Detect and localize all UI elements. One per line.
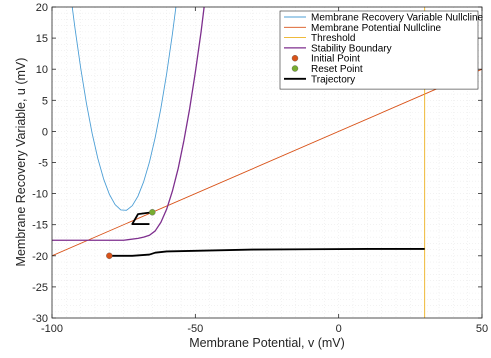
legend-label-stability-boundary: Stability Boundary	[311, 43, 392, 54]
y-axis-label: Membrane Recovery Variable, u (mV)	[14, 58, 28, 267]
y-tick-label: -10	[32, 189, 48, 201]
x-tick-label: 50	[476, 323, 488, 335]
reset-point-marker	[149, 209, 156, 216]
legend-label-membrane-potential-nullcline: Membrane Potential Nullcline	[311, 23, 442, 34]
stability-boundary-line	[52, 7, 205, 241]
legend: Membrane Recovery Variable NullclineMemb…	[279, 10, 484, 90]
legend-label-initial-point: Initial Point	[311, 54, 360, 65]
x-tick-label: -100	[41, 323, 63, 335]
x-tick-label: 0	[336, 323, 342, 335]
legend-box	[279, 10, 479, 90]
y-tick-label: 10	[36, 64, 48, 76]
legend-label-trajectory: Trajectory	[311, 74, 355, 85]
series-group	[52, 7, 482, 318]
legend-label-reset-point: Reset Point	[311, 64, 363, 75]
y-tick-label: 5	[42, 95, 48, 107]
y-tick-label: 15	[36, 33, 48, 45]
y-tick-label: 0	[42, 126, 48, 138]
y-tick-label: -25	[32, 282, 48, 294]
y-tick-label: -5	[38, 158, 48, 170]
trajectory-line	[110, 248, 425, 257]
membrane-recovery-variable-nullcline-line	[71, 7, 177, 211]
y-tick-label: -20	[32, 251, 48, 263]
legend-swatch-reset-point	[291, 65, 299, 72]
legend-label-membrane-recovery-variable-nullcline: Membrane Recovery Variable Nullcline	[311, 13, 484, 24]
x-tick-label: -50	[187, 323, 203, 335]
initial-point-marker	[106, 252, 113, 260]
y-tick-label: -30	[32, 313, 48, 325]
membrane-potential-nullcline-line	[52, 68, 482, 257]
legend-swatch-initial-point	[291, 55, 299, 62]
legend-label-threshold: Threshold	[311, 33, 355, 44]
x-axis-label: Membrane Potential, v (mV)	[189, 336, 345, 350]
y-tick-label: 20	[36, 2, 48, 14]
plot-area	[52, 7, 482, 318]
y-tick-label: -15	[32, 220, 48, 232]
trajectory-segment	[131, 211, 153, 225]
